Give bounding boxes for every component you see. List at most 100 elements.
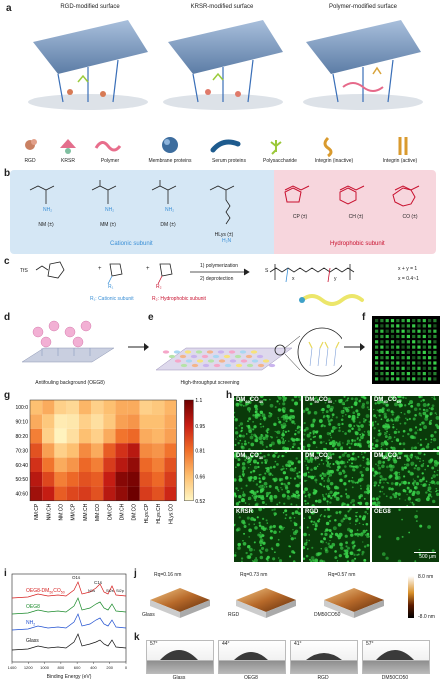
heatmap-cell bbox=[78, 486, 91, 501]
heatmap-cell bbox=[78, 443, 91, 458]
array-spot bbox=[417, 366, 421, 370]
fluorescence-image-label: DM90CO10 bbox=[374, 453, 402, 461]
x-plus-y: x + y = 1 bbox=[398, 266, 418, 272]
array-spot bbox=[390, 372, 395, 376]
heatmap-cell bbox=[42, 443, 55, 458]
fluorescence-image: DM80CO20 bbox=[302, 450, 372, 508]
heatmap-cell bbox=[66, 400, 79, 415]
arrow-e-to-f bbox=[344, 343, 365, 351]
heatmap-cell bbox=[30, 400, 43, 415]
array-spot bbox=[433, 324, 437, 328]
array-spot bbox=[412, 334, 416, 339]
screening-spot bbox=[201, 354, 209, 359]
screening-caption: High-throughput screening bbox=[180, 380, 240, 386]
angle-glass: 57° bbox=[150, 641, 158, 647]
heatmap-cell bbox=[30, 428, 43, 444]
heatmap-cell bbox=[91, 472, 104, 487]
array-spot bbox=[428, 329, 432, 333]
heatmap-col-label: HLys:CP bbox=[144, 503, 150, 523]
panel-label-g: g bbox=[4, 390, 11, 401]
heatmap-row-label: 80:20 bbox=[15, 434, 28, 440]
array-spot bbox=[422, 361, 426, 365]
array-spot bbox=[406, 329, 410, 333]
array-spot bbox=[390, 350, 395, 354]
array-spot bbox=[401, 356, 405, 360]
array-spot bbox=[406, 319, 410, 323]
heatmap-row-label: 100:0 bbox=[15, 405, 28, 411]
array-spot bbox=[375, 345, 379, 349]
array-spot bbox=[428, 361, 432, 365]
array-spot bbox=[417, 324, 421, 328]
rgd-surface-scene bbox=[28, 20, 148, 110]
array-spot bbox=[380, 329, 384, 333]
heatmap-cell bbox=[54, 457, 67, 472]
array-spot bbox=[422, 372, 426, 376]
heatmap-cell bbox=[139, 428, 152, 444]
array-spot bbox=[422, 319, 426, 323]
array-spot bbox=[433, 356, 437, 360]
heatmap-cell bbox=[115, 457, 128, 472]
panel-label-e: e bbox=[148, 312, 154, 323]
array-spot bbox=[406, 334, 410, 339]
screening-spot bbox=[179, 354, 187, 359]
heatmap-cell bbox=[54, 400, 67, 415]
heatmap-cell bbox=[115, 414, 128, 429]
heatmap-cell bbox=[103, 400, 116, 415]
screening-spot bbox=[246, 363, 254, 368]
heatmap-cell bbox=[139, 457, 152, 472]
array-spot bbox=[422, 329, 426, 333]
heatmap-cell bbox=[103, 414, 116, 429]
array-spot bbox=[406, 345, 410, 349]
array-spot bbox=[396, 361, 400, 365]
screening-spot bbox=[257, 363, 265, 368]
heatmap-cell bbox=[54, 443, 67, 458]
screening-spot bbox=[223, 354, 231, 359]
subunit-ch: CH (±) bbox=[348, 214, 364, 220]
screening-spot bbox=[228, 350, 236, 354]
legend-integrin-active: Integrin (active) bbox=[382, 158, 418, 164]
high-throughput-array-illustration bbox=[155, 327, 342, 377]
membrane-protein-legend-icon bbox=[162, 137, 178, 153]
heatmap-col-label: DM:CP bbox=[107, 503, 113, 520]
heatmap-cell bbox=[139, 400, 152, 415]
array-spot bbox=[433, 334, 437, 339]
array-spot bbox=[380, 345, 384, 349]
heatmap-cell bbox=[152, 472, 165, 487]
cationic-subunit-label: Cationic subunit bbox=[110, 241, 153, 247]
fluorescence-image: KRSR bbox=[232, 506, 303, 563]
heatmap-cell bbox=[91, 443, 104, 458]
hydrophobic-subunit-label: Hydrophobic subunit bbox=[330, 241, 385, 247]
heatmap-cell bbox=[164, 400, 177, 415]
heatmap-col-label: DM:CO bbox=[132, 504, 138, 521]
screening-spot bbox=[268, 363, 276, 368]
array-spot bbox=[412, 366, 416, 370]
heatmap-row-label: 70:30 bbox=[15, 448, 28, 454]
array-spot bbox=[390, 340, 395, 344]
heatmap-cell bbox=[78, 400, 91, 415]
screening-spot bbox=[190, 354, 198, 359]
heatmap-cell bbox=[91, 400, 104, 415]
array-spot bbox=[417, 329, 421, 333]
heatmap-cell bbox=[54, 472, 67, 487]
heatmap-cell bbox=[152, 400, 165, 415]
heatmap-cell bbox=[66, 443, 79, 458]
arrow-d-to-e bbox=[128, 343, 149, 351]
heatmap-cell bbox=[127, 486, 140, 501]
polymer-surface-scene bbox=[303, 20, 423, 110]
rgd-legend-icon bbox=[25, 139, 37, 150]
screening-spot bbox=[229, 359, 237, 363]
array-spot bbox=[375, 366, 379, 370]
heatmap-cell bbox=[164, 414, 177, 429]
array-spot bbox=[433, 366, 437, 370]
cell-surface-illustrations bbox=[28, 20, 423, 110]
heatmap-cell bbox=[164, 486, 177, 501]
screening-spot bbox=[174, 359, 182, 363]
array-spot bbox=[375, 372, 379, 376]
heatmap-cell bbox=[30, 457, 43, 472]
heatmap-cell bbox=[103, 472, 116, 487]
afm-colorbar bbox=[408, 576, 414, 618]
heatmap-row-label: 60:40 bbox=[15, 463, 28, 469]
array-spot bbox=[385, 361, 389, 365]
r2-description: R₂: Hydrophobic subunit bbox=[152, 296, 206, 302]
serum-protein-legend-icon bbox=[210, 139, 241, 153]
